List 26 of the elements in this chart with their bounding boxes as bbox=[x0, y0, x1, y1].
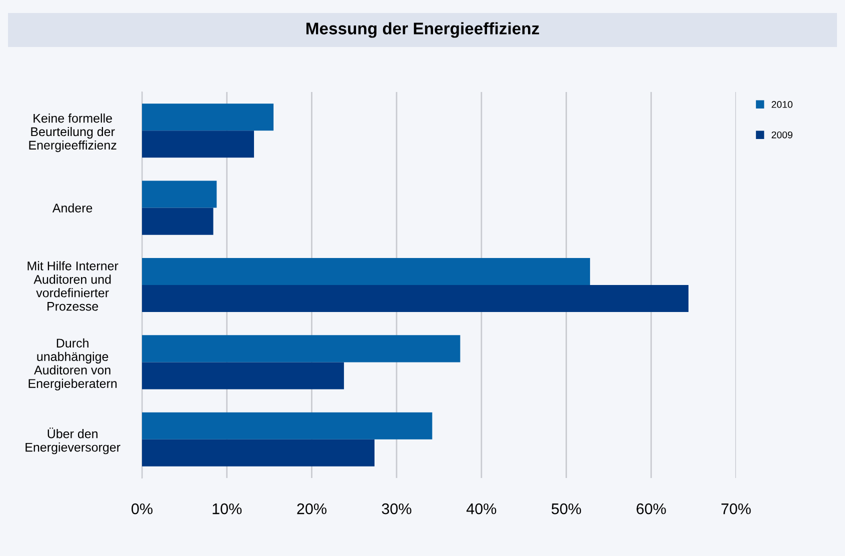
x-tick-label: 70% bbox=[721, 503, 751, 514]
x-tick-label: 50% bbox=[552, 503, 582, 514]
y-tick-label: Andere bbox=[52, 203, 92, 212]
bar bbox=[142, 412, 432, 440]
x-tick-label: 0% bbox=[132, 503, 152, 514]
legend-label: 2010 bbox=[772, 101, 792, 108]
x-tick-label: 30% bbox=[382, 503, 412, 514]
y-tick-label: Mit Hilfe Interner Auditoren und vordefinierter Prozesse bbox=[28, 261, 118, 311]
y-tick-label: Keine formelle Beurteilung der Energieeffizienz bbox=[29, 114, 116, 152]
bar bbox=[142, 439, 375, 466]
y-tick-label: Durch unabhängige Auditoren von Energieberatern bbox=[28, 338, 117, 390]
bar bbox=[142, 104, 274, 131]
x-tick-label: 10% bbox=[212, 503, 242, 514]
bar bbox=[142, 335, 460, 362]
y-tick-label: Über den Energieversorger bbox=[26, 428, 120, 454]
x-tick-label: 40% bbox=[466, 503, 496, 514]
x-tick-label: 20% bbox=[297, 503, 326, 514]
bar bbox=[142, 130, 254, 158]
bar bbox=[142, 258, 590, 285]
bar bbox=[142, 208, 214, 235]
x-tick-label: 60% bbox=[636, 503, 666, 514]
legend-label: 2009 bbox=[772, 131, 792, 138]
bar bbox=[142, 285, 688, 312]
bar bbox=[142, 180, 217, 208]
bar bbox=[142, 362, 344, 390]
chart-title: Messung der Energieeffizienz bbox=[306, 22, 540, 38]
